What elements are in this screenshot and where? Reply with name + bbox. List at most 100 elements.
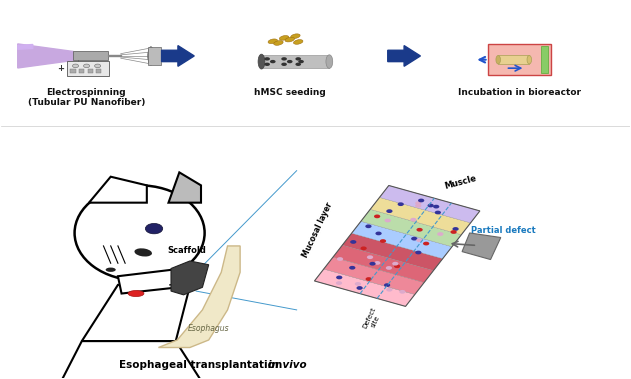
Circle shape [415, 204, 422, 208]
FancyBboxPatch shape [148, 47, 161, 65]
Circle shape [336, 281, 342, 285]
Polygon shape [462, 233, 501, 260]
FancyBboxPatch shape [541, 46, 548, 73]
Circle shape [374, 261, 380, 265]
Ellipse shape [134, 248, 152, 257]
Text: Defect
site: Defect site [362, 307, 384, 333]
Polygon shape [82, 285, 190, 341]
Circle shape [452, 227, 459, 231]
Circle shape [336, 276, 343, 279]
Polygon shape [324, 257, 424, 294]
Circle shape [350, 240, 357, 244]
Circle shape [287, 60, 293, 63]
Circle shape [360, 246, 367, 250]
Circle shape [337, 257, 343, 261]
Text: in vivo: in vivo [268, 360, 307, 370]
FancyBboxPatch shape [488, 44, 551, 75]
Circle shape [410, 218, 416, 222]
Text: Partial defect: Partial defect [471, 226, 536, 235]
Circle shape [415, 251, 422, 254]
Circle shape [386, 266, 392, 270]
Circle shape [437, 232, 444, 236]
Ellipse shape [268, 39, 278, 44]
Polygon shape [89, 177, 147, 203]
Circle shape [380, 239, 386, 243]
Polygon shape [18, 44, 33, 49]
Ellipse shape [326, 55, 333, 68]
Circle shape [386, 209, 392, 213]
Polygon shape [171, 261, 209, 295]
Polygon shape [379, 185, 480, 223]
Circle shape [73, 64, 78, 68]
Circle shape [182, 274, 191, 279]
Circle shape [411, 237, 417, 241]
FancyArrow shape [108, 55, 121, 56]
Circle shape [145, 224, 163, 234]
Circle shape [385, 219, 391, 222]
Polygon shape [343, 233, 443, 271]
Circle shape [384, 283, 390, 287]
Circle shape [428, 204, 433, 207]
Ellipse shape [105, 268, 115, 272]
Text: Esophageal transplantation: Esophageal transplantation [119, 360, 286, 370]
Polygon shape [261, 55, 329, 68]
Ellipse shape [285, 37, 295, 42]
FancyBboxPatch shape [67, 61, 109, 76]
Text: hMSC seeding: hMSC seeding [254, 88, 326, 97]
FancyBboxPatch shape [96, 69, 101, 73]
Circle shape [398, 202, 404, 206]
FancyBboxPatch shape [71, 69, 76, 73]
Ellipse shape [148, 47, 154, 65]
Ellipse shape [128, 290, 144, 296]
Text: Incubation in bioreactor: Incubation in bioreactor [458, 88, 581, 97]
Circle shape [369, 262, 375, 266]
Ellipse shape [148, 47, 154, 65]
Circle shape [415, 201, 422, 205]
Ellipse shape [258, 54, 265, 69]
Circle shape [374, 215, 380, 218]
Circle shape [295, 57, 301, 61]
Text: Electrospinning
(Tubular PU Nanofiber): Electrospinning (Tubular PU Nanofiber) [28, 88, 145, 107]
Polygon shape [351, 221, 452, 258]
FancyBboxPatch shape [73, 52, 108, 61]
Circle shape [264, 57, 270, 61]
Circle shape [394, 265, 400, 268]
Circle shape [295, 63, 301, 66]
Circle shape [435, 211, 441, 215]
Circle shape [83, 64, 90, 68]
Text: +: + [57, 64, 64, 74]
FancyBboxPatch shape [79, 69, 84, 73]
Circle shape [355, 282, 361, 286]
Circle shape [392, 262, 398, 266]
Ellipse shape [293, 40, 303, 44]
Polygon shape [387, 45, 420, 66]
Circle shape [375, 232, 382, 235]
Polygon shape [118, 268, 201, 293]
Polygon shape [333, 245, 433, 282]
Ellipse shape [291, 34, 300, 39]
Circle shape [416, 228, 423, 232]
Polygon shape [361, 209, 461, 247]
Polygon shape [162, 45, 194, 66]
Text: Esophagus: Esophagus [188, 324, 230, 333]
Ellipse shape [280, 36, 289, 40]
Ellipse shape [74, 185, 204, 280]
FancyBboxPatch shape [498, 55, 529, 64]
Polygon shape [370, 197, 471, 235]
Circle shape [349, 266, 355, 269]
Circle shape [418, 199, 424, 202]
Circle shape [365, 224, 372, 228]
FancyBboxPatch shape [88, 69, 93, 73]
Text: Muscle: Muscle [443, 174, 478, 191]
Ellipse shape [274, 41, 283, 45]
Text: Mucosal layer: Mucosal layer [300, 201, 334, 259]
Circle shape [357, 286, 363, 290]
Circle shape [281, 57, 287, 61]
Circle shape [433, 205, 439, 208]
Polygon shape [168, 172, 201, 203]
Circle shape [95, 64, 101, 68]
Circle shape [416, 238, 423, 242]
Text: Scaffold: Scaffold [167, 246, 206, 255]
Circle shape [367, 255, 373, 259]
Circle shape [451, 230, 457, 234]
